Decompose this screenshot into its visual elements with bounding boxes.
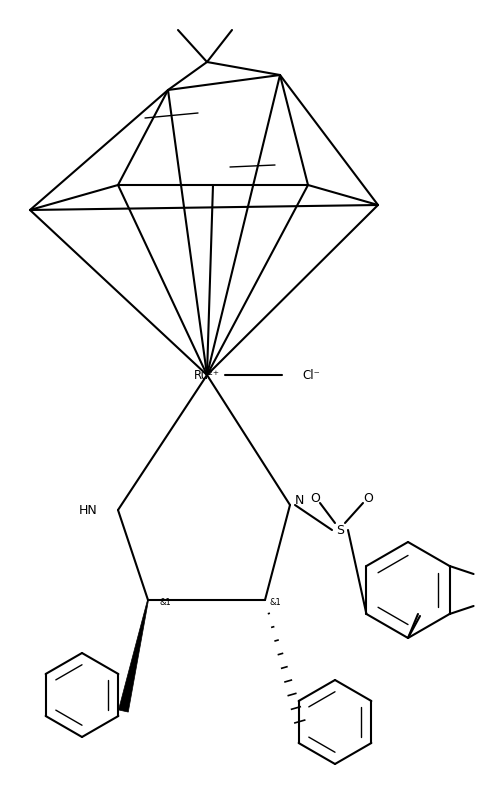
Text: Ru²⁺: Ru²⁺ [194,369,220,382]
Text: O: O [363,492,373,505]
Text: &1: &1 [270,597,282,606]
Text: &1: &1 [160,597,172,606]
Text: N: N [295,493,304,506]
Polygon shape [118,600,148,712]
Text: S: S [336,523,344,536]
Text: O: O [310,492,320,505]
Text: Cl⁻: Cl⁻ [302,369,320,382]
Text: HN: HN [79,503,98,517]
